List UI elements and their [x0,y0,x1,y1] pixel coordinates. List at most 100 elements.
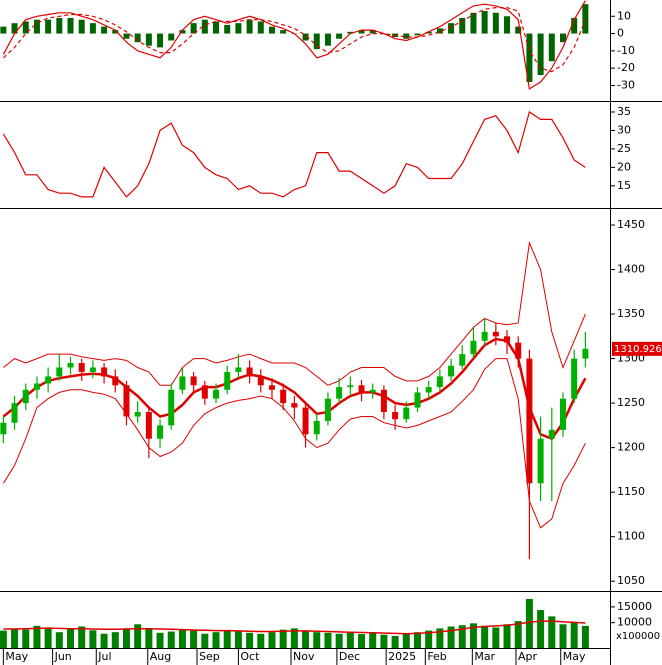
series-line [2,0,586,90]
series-line [3,620,586,635]
x-tick-label: Jun [54,650,72,663]
candle-body [548,429,555,439]
candle-body [190,376,197,386]
candle-body [515,342,522,359]
bar [504,16,511,34]
y-tick-label: 1400 [617,263,645,276]
candle-body [537,438,544,484]
candle-body [571,358,578,399]
candle-body [22,389,29,404]
candle-body [78,363,85,372]
bar [78,19,85,34]
bar [346,632,354,648]
bar [190,630,198,648]
bar [469,623,477,648]
bar [22,629,30,648]
bar [22,21,29,34]
candle-body [403,407,410,420]
candle-body [324,398,331,421]
candle-body [436,376,443,388]
bar [178,629,186,648]
candle-body [213,389,220,399]
bar [425,31,432,34]
bar [503,624,511,648]
x-tick-label: Aug [150,650,171,663]
series-line [2,7,586,73]
x-tick-label: Nov [293,650,315,663]
candle-body [291,403,298,408]
y-tick-label: 30 [617,123,631,136]
bar [559,33,566,43]
candle-body [11,403,18,423]
bar [402,633,410,648]
bar [257,21,264,34]
bar [145,33,152,46]
bar [571,17,578,34]
candle-body [157,425,164,439]
bar [436,28,443,34]
bar [358,30,365,34]
bar [246,19,253,34]
bar [290,628,298,648]
bar [33,625,41,648]
candle-body [224,371,231,390]
candle-body [425,387,432,393]
bar [213,21,220,34]
series-line [2,111,586,198]
candle-body [504,336,511,343]
bar [168,33,175,41]
bar [559,624,567,648]
candle-body [145,412,152,439]
x-tick-label: Dec [339,650,360,663]
bar [302,33,309,41]
bar [582,4,589,34]
candle-body [246,367,253,377]
bar [380,634,388,648]
candle-body [559,398,566,430]
bar [413,632,421,648]
candle-body [380,389,387,413]
candle-body [235,367,242,372]
candle-body [45,376,52,384]
candle-body [347,385,354,388]
bar [179,30,186,34]
candle-body [101,367,108,377]
bar [403,33,410,39]
candle-body [280,389,287,404]
bar [570,622,578,648]
last-price-label: 1310.926 [614,344,662,355]
candle-body [448,365,455,377]
y-tick-label: 1100 [617,530,645,543]
bar [67,628,75,648]
bar [157,33,164,48]
bar [369,632,377,648]
x-tick-label: Oct [240,650,260,663]
bar [134,33,141,43]
candle-body [168,389,175,426]
series-line [3,240,586,386]
candle-body [201,385,208,399]
bar [100,633,108,648]
bar [391,635,399,648]
candle-body [358,385,365,393]
bar [548,616,556,648]
bar [212,632,220,648]
candle-body [336,387,343,399]
x-tick-label: Apr [518,650,538,663]
bar [44,627,52,648]
candle-body [369,389,376,393]
candle-body [56,367,63,377]
bar [425,630,433,648]
bar [581,625,589,648]
bar [335,633,343,648]
bar [190,23,197,34]
bar [246,632,254,648]
candle-body [0,422,7,435]
bar [280,30,287,34]
y-tick-label: -10 [617,44,635,57]
bar [537,610,545,648]
bar [515,26,522,34]
candle-body [302,407,309,435]
y-tick-label: 25 [617,142,631,155]
